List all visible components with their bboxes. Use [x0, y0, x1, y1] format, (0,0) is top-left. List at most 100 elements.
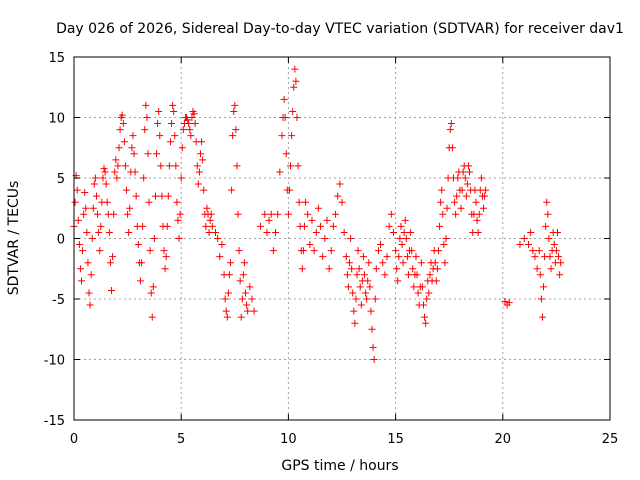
data-point: [433, 265, 441, 273]
data-point: [154, 120, 162, 128]
data-point: [338, 198, 346, 206]
data-point: [418, 283, 426, 291]
data-point: [237, 313, 245, 321]
data-point: [351, 319, 359, 327]
data-point: [140, 174, 148, 182]
data-point: [350, 307, 358, 315]
data-point: [520, 235, 528, 242]
data-point: [448, 144, 456, 152]
data-point: [227, 259, 235, 267]
data-point: [336, 180, 344, 188]
data-point: [395, 253, 403, 261]
data-point: [160, 247, 168, 255]
data-point: [356, 283, 364, 291]
data-point: [400, 228, 408, 236]
x-tick-label: 10: [280, 432, 297, 447]
data-point: [228, 186, 236, 194]
data-point: [280, 95, 288, 103]
data-point: [293, 114, 301, 121]
data-point: [516, 241, 524, 249]
data-point: [547, 265, 555, 273]
data-point: [168, 120, 176, 128]
data-point: [481, 192, 489, 200]
data-point: [306, 241, 314, 249]
data-point: [208, 222, 216, 230]
data-point: [457, 204, 465, 212]
data-point: [274, 210, 282, 218]
data-point: [545, 235, 553, 242]
data-point: [222, 307, 230, 315]
data-point: [91, 174, 99, 182]
data-point: [413, 271, 421, 279]
data-point: [156, 132, 164, 140]
data-point: [325, 265, 333, 273]
data-point: [263, 228, 271, 236]
data-point: [193, 162, 201, 170]
data-point: [278, 132, 286, 140]
data-point: [409, 265, 417, 273]
data-point: [452, 210, 460, 218]
data-point: [83, 228, 91, 236]
data-point: [531, 253, 539, 261]
data-point: [108, 287, 116, 295]
data-point: [129, 132, 137, 140]
data-point: [425, 289, 433, 297]
data-point: [212, 228, 220, 236]
data-point: [73, 186, 81, 194]
data-point: [231, 101, 239, 109]
data-point: [199, 156, 207, 164]
data-point: [221, 295, 229, 303]
data-point: [114, 162, 122, 170]
data-point: [319, 253, 327, 261]
data-point: [124, 210, 132, 218]
data-point: [93, 192, 101, 200]
data-point: [110, 210, 118, 218]
data-point: [157, 162, 165, 170]
data-point: [394, 277, 402, 285]
data-point: [525, 241, 533, 249]
data-point: [148, 313, 156, 321]
data-point: [203, 204, 211, 212]
data-point: [321, 235, 329, 242]
data-point: [553, 228, 561, 236]
data-point: [361, 271, 369, 279]
data-point: [387, 210, 395, 218]
y-tick-label: -15: [44, 414, 65, 429]
data-point: [81, 189, 89, 197]
data-point: [368, 325, 376, 333]
data-point: [540, 283, 548, 291]
data-point: [257, 222, 265, 230]
data-point: [96, 247, 104, 255]
x-axis-label: GPS time / hours: [281, 458, 398, 474]
data-point: [79, 247, 87, 255]
data-point: [447, 120, 455, 128]
data-point: [477, 174, 485, 182]
data-point: [250, 307, 258, 315]
data-point: [308, 216, 316, 224]
data-point: [78, 277, 86, 285]
x-tick-label: 5: [177, 432, 185, 447]
data-point: [292, 77, 300, 85]
data-point: [389, 228, 397, 236]
data-point: [294, 162, 302, 170]
data-point: [421, 313, 429, 321]
data-point: [272, 228, 280, 236]
data-point: [417, 259, 425, 267]
data-point: [404, 271, 412, 279]
data-point: [267, 210, 275, 218]
x-tick-label: 0: [70, 432, 78, 447]
data-point: [144, 150, 152, 158]
data-point: [109, 253, 117, 261]
data-point: [71, 198, 79, 206]
data-point: [290, 83, 298, 91]
data-point: [195, 168, 203, 176]
data-point: [138, 259, 146, 267]
data-point: [95, 228, 103, 236]
data-point: [505, 299, 513, 307]
data-point: [438, 186, 446, 194]
data-point: [176, 210, 184, 218]
data-point: [132, 192, 140, 200]
data-point: [198, 138, 206, 146]
data-point: [265, 216, 273, 224]
data-point: [355, 265, 363, 273]
